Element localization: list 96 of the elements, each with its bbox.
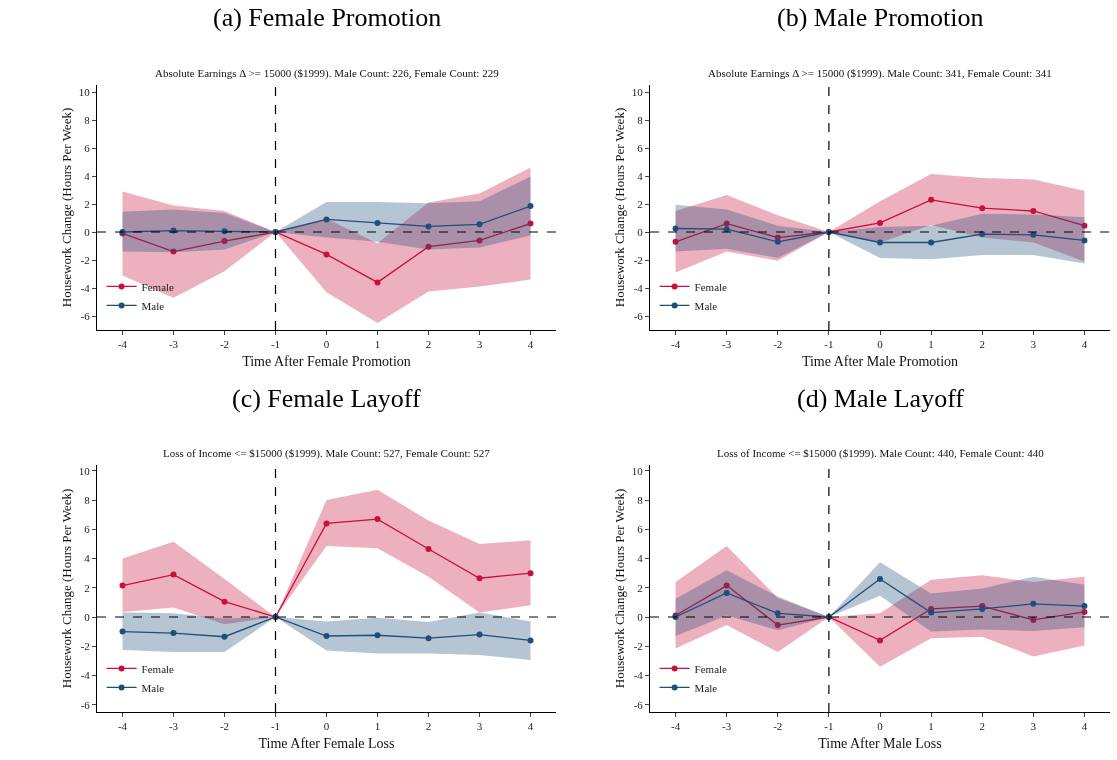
y-tick-label: -4 (633, 669, 644, 682)
x-axis-title: Time After Female Loss (258, 735, 395, 751)
y-tick-label: 0 (84, 225, 91, 238)
y-tick-label: 4 (84, 552, 91, 565)
legend-label: Female (141, 662, 175, 675)
x-tick-label: 1 (928, 720, 934, 733)
x-tick-label: 3 (1030, 720, 1037, 733)
y-tick-label: -2 (80, 640, 90, 653)
chart-subtitle: Loss of Income <= $15000 ($1999). Male Count: 440, Female Count: 440 (717, 447, 1045, 460)
y-tick-label: 8 (637, 113, 644, 126)
x-tick-label: 1 (374, 338, 381, 351)
x-tick-label: 2 (979, 720, 985, 733)
x-tick-label: -1 (824, 720, 834, 733)
x-tick-label: 0 (323, 338, 330, 351)
x-tick-label: -1 (824, 338, 834, 351)
x-tick-label: -4 (117, 338, 128, 351)
x-tick-label: 3 (476, 338, 483, 351)
y-tick-label: 8 (84, 493, 91, 506)
y-tick-label: 4 (637, 552, 644, 565)
y-tick-label: 2 (84, 581, 90, 594)
y-tick-label: 6 (84, 141, 91, 154)
x-tick-label: 0 (877, 720, 884, 733)
legend-label: Male (141, 681, 165, 694)
x-axis-title: Time After Female Promotion (242, 353, 411, 369)
y-tick-label: -4 (80, 281, 91, 294)
y-tick-label: -2 (633, 253, 643, 266)
y-tick-label: -2 (80, 253, 90, 266)
x-tick-label: -4 (670, 720, 681, 733)
x-tick-label: 4 (1081, 338, 1088, 351)
y-axis-title: Housework Change (Hours Per Week) (611, 488, 627, 689)
y-tick-label: 10 (78, 85, 91, 98)
chart-title: (a) Female Promotion (213, 3, 442, 32)
x-tick-label: 1 (928, 338, 934, 351)
x-tick-label: 1 (374, 720, 381, 733)
y-tick-label: 6 (637, 141, 644, 154)
y-tick-label: 2 (637, 581, 643, 594)
y-tick-label: 4 (84, 169, 91, 182)
y-tick-label: -6 (633, 698, 644, 711)
y-tick-label: 10 (631, 464, 644, 477)
y-tick-label: 2 (84, 197, 90, 210)
x-tick-label: -2 (219, 338, 230, 351)
x-tick-label: 2 (425, 338, 432, 351)
chart-subtitle: Absolute Earnings Δ >= 15000 ($1999). Male Count: 226, Female Count: 229 (155, 67, 500, 80)
chart-title: (d) Male Layoff (797, 384, 965, 413)
x-tick-label: 2 (979, 338, 985, 351)
x-tick-label: -2 (219, 720, 230, 733)
y-tick-label: 0 (637, 610, 644, 623)
x-tick-label: -2 (773, 720, 783, 733)
x-tick-label: 4 (527, 720, 534, 733)
legend-label: Male (694, 299, 718, 312)
y-tick-label: -4 (80, 669, 91, 682)
legend-label: Male (141, 299, 165, 312)
x-tick-label: 2 (425, 720, 432, 733)
x-tick-label: -1 (270, 338, 281, 351)
y-tick-label: 0 (637, 225, 644, 238)
y-tick-label: 8 (637, 493, 644, 506)
x-axis-title: Time After Male Promotion (801, 353, 959, 369)
x-tick-label: 3 (476, 720, 483, 733)
chart-subtitle: Absolute Earnings Δ >= 15000 ($1999). Male Count: 341, Female Count: 341 (708, 67, 1052, 80)
y-tick-label: 10 (78, 464, 91, 477)
y-tick-label: 6 (84, 523, 91, 536)
y-tick-label: -6 (80, 698, 91, 711)
y-tick-label: 0 (84, 610, 91, 623)
legend-label: Male (694, 681, 718, 694)
y-axis-title: Housework Change (Hours Per Week) (58, 107, 74, 308)
y-tick-label: -6 (633, 309, 644, 322)
x-tick-label: -4 (117, 720, 128, 733)
y-tick-label: 8 (84, 113, 91, 126)
y-tick-label: 6 (637, 523, 644, 536)
x-tick-label: -1 (270, 720, 281, 733)
x-tick-label: 3 (1030, 338, 1037, 351)
x-tick-label: -3 (722, 720, 732, 733)
x-tick-label: -3 (168, 338, 179, 351)
legend-label: Female (141, 280, 175, 293)
chart-title: (c) Female Layoff (232, 384, 421, 413)
legend-label: Female (694, 662, 728, 675)
y-tick-label: 4 (637, 169, 644, 182)
x-tick-label: -3 (722, 338, 732, 351)
x-tick-label: -4 (670, 338, 681, 351)
x-tick-label: 4 (527, 338, 534, 351)
y-tick-label: -4 (633, 281, 644, 294)
y-axis-title: Housework Change (Hours Per Week) (58, 488, 74, 689)
chart-title: (b) Male Promotion (777, 3, 984, 32)
y-tick-label: 10 (631, 85, 644, 98)
x-tick-label: -3 (168, 720, 179, 733)
y-axis-title: Housework Change (Hours Per Week) (611, 107, 627, 308)
x-tick-label: 4 (1081, 720, 1088, 733)
legend-label: Female (694, 280, 728, 293)
x-tick-label: -2 (773, 338, 783, 351)
y-tick-label: -2 (633, 640, 643, 653)
x-tick-label: 0 (877, 338, 884, 351)
x-tick-label: 0 (323, 720, 330, 733)
y-tick-label: 2 (637, 197, 643, 210)
x-axis-title: Time After Male Loss (818, 735, 942, 751)
y-tick-label: -6 (80, 309, 91, 322)
chart-subtitle: Loss of Income <= $15000 ($1999). Male Count: 527, Female Count: 527 (163, 447, 491, 460)
